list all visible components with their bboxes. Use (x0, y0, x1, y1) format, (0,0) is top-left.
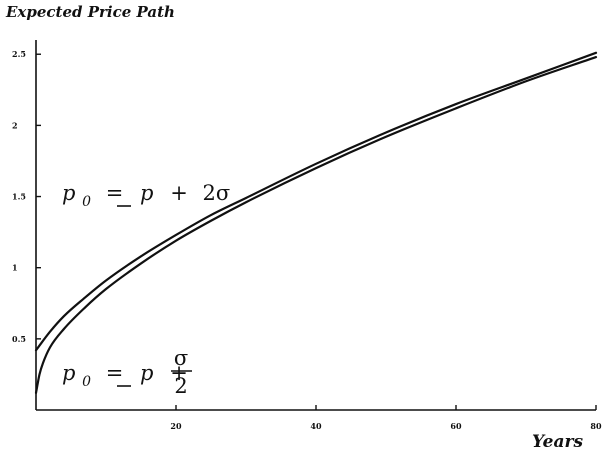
y-tick-label: 1.5 (12, 192, 26, 202)
annotation-lower-lhs-sub: 0 (82, 374, 91, 390)
x-tick-label: 80 (590, 421, 602, 431)
chart-title: Expected Price Path (5, 3, 175, 21)
annotation-upper-lhs: p (62, 181, 75, 205)
annotation-lower-formula: p 0 = p + (62, 361, 188, 391)
y-tick-label: 1 (12, 263, 18, 273)
series-upper-line (34, 51, 598, 352)
axes (35, 40, 596, 411)
annotation-lower-lhs: p (62, 361, 75, 385)
ticks: 20 40 60 800.511.522.5 (12, 49, 602, 431)
x-axis-label: Years (532, 432, 583, 452)
annotation-lower-frac-den: 2 (174, 374, 187, 398)
x-tick-label: 20 (170, 421, 182, 431)
y-tick-label: 2.5 (12, 49, 26, 59)
annotation-lower-frac-num: σ (174, 346, 188, 370)
annotation-upper-lhs-sub: 0 (82, 194, 91, 210)
annotation-upper-plus: + (170, 181, 188, 205)
annotation-lower-eq: = (106, 361, 124, 385)
annotation-upper-formula: p 0 = p + 2σ (62, 181, 230, 211)
series-layer (34, 51, 598, 395)
x-tick-label: 60 (450, 421, 462, 431)
y-tick-label: 0.5 (12, 334, 26, 344)
annotation-lower-rhs-var: p (140, 361, 153, 385)
series-lower-line (34, 55, 598, 395)
y-tick-label: 2 (12, 120, 18, 130)
annotation-upper-term: 2σ (202, 181, 230, 205)
annotation-upper-rhs-var: p (140, 181, 153, 205)
x-tick-label: 40 (310, 421, 322, 431)
annotation-upper: p 0 = p + 2σ (62, 181, 230, 211)
annotation-lower: p 0 = p + σ 2 (62, 346, 192, 398)
annotation-upper-eq: = (106, 181, 124, 205)
annotation-lower-plus: + (170, 361, 188, 385)
